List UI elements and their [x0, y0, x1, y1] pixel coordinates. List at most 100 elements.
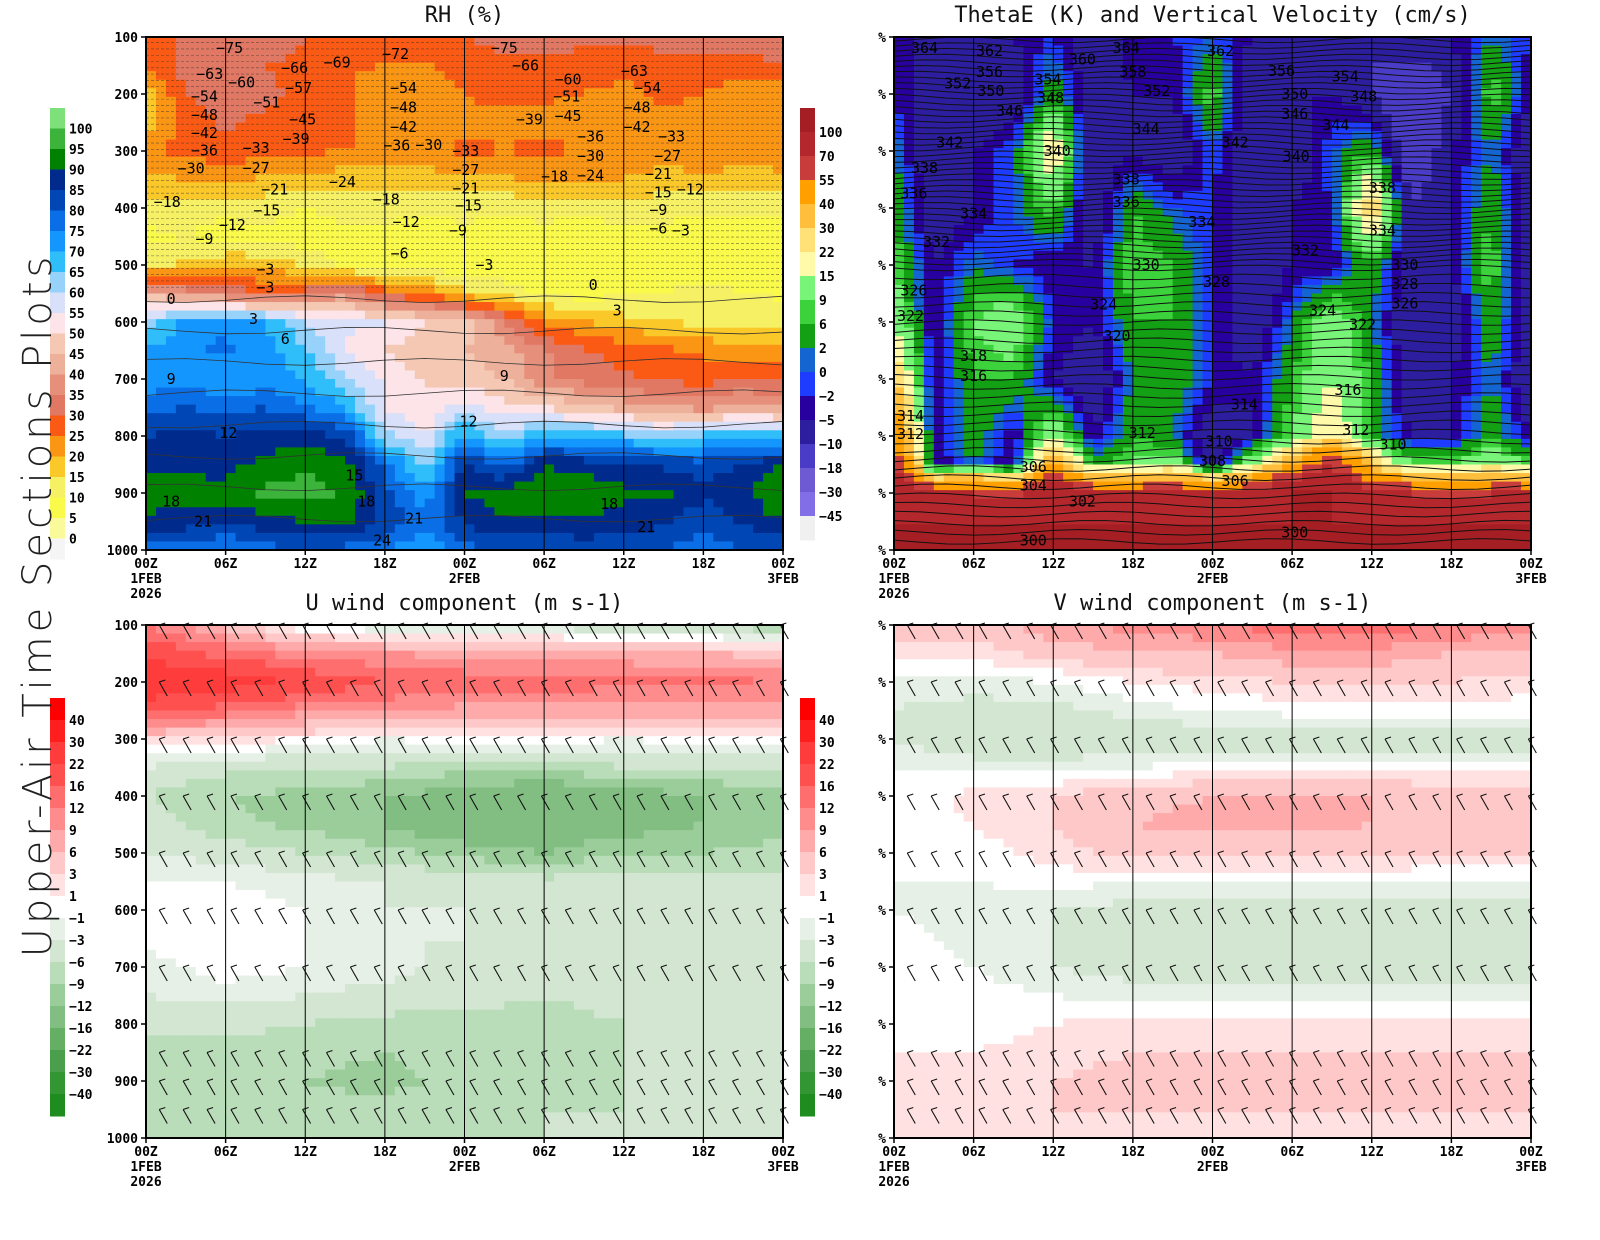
heatmap-cell — [365, 473, 376, 482]
heatmap-cell — [196, 465, 207, 474]
heatmap-cell — [594, 191, 605, 200]
heatmap-cell — [345, 105, 356, 114]
heatmap-cell — [325, 473, 336, 482]
heatmap-cell — [375, 165, 386, 174]
heatmap-cell — [1471, 54, 1482, 63]
heatmap-cell — [604, 370, 615, 379]
heatmap-cell — [315, 140, 326, 149]
heatmap-cell — [703, 174, 714, 183]
contour-label: 9 — [500, 367, 509, 385]
heatmap-cell — [206, 473, 217, 482]
heatmap-cell — [166, 174, 177, 183]
heatmap-cell — [186, 37, 197, 46]
heatmap-cell — [255, 328, 266, 337]
heatmap-cell — [574, 46, 585, 55]
heatmap-cell — [604, 482, 615, 491]
heatmap-cell — [206, 396, 217, 405]
heatmap-cell — [524, 396, 535, 405]
heatmap-cell — [315, 465, 326, 474]
heatmap-cell — [723, 114, 734, 123]
heatmap-cell — [176, 353, 187, 362]
heatmap-cell — [504, 345, 515, 354]
heatmap-cell — [494, 174, 505, 183]
heatmap-cell — [763, 165, 774, 174]
heatmap-cell — [494, 165, 505, 174]
heatmap-cell — [504, 165, 515, 174]
heatmap-cell — [265, 422, 276, 431]
heatmap-cell — [504, 439, 515, 448]
heatmap-cell — [743, 447, 754, 456]
y-tick-label: 100 — [115, 31, 139, 46]
heatmap-cell — [1372, 46, 1383, 55]
heatmap-cell — [733, 191, 744, 200]
heatmap-cell — [504, 447, 515, 456]
heatmap-cell — [644, 251, 655, 260]
heatmap-cell — [455, 490, 466, 499]
heatmap-cell — [1193, 54, 1204, 63]
colorbar-label: 25 — [69, 430, 85, 445]
heatmap-cell — [763, 345, 774, 354]
heatmap-cell — [395, 268, 406, 277]
heatmap-cell — [1222, 71, 1233, 80]
heatmap-cell — [156, 482, 167, 491]
heatmap-cell — [166, 114, 177, 123]
heatmap-cell — [206, 370, 217, 379]
heatmap-cell — [554, 456, 565, 465]
heatmap-cell — [703, 405, 714, 414]
heatmap-cell — [395, 336, 406, 345]
heatmap-cell — [654, 456, 665, 465]
heatmap-cell — [295, 319, 306, 328]
heatmap-cell — [723, 345, 734, 354]
heatmap-cell — [1471, 46, 1482, 55]
heatmap-cell — [634, 482, 645, 491]
heatmap-cell — [1183, 148, 1194, 157]
heatmap-cell — [146, 482, 157, 491]
heatmap-cell — [445, 362, 456, 371]
heatmap-cell — [524, 499, 535, 508]
heatmap-cell — [315, 285, 326, 294]
heatmap-cell — [295, 388, 306, 397]
heatmap-cell — [604, 97, 615, 106]
heatmap-cell — [534, 225, 545, 234]
heatmap-cell — [743, 524, 754, 533]
heatmap-cell — [644, 413, 655, 422]
heatmap-cell — [146, 507, 157, 516]
heatmap-cell — [405, 396, 416, 405]
heatmap-cell — [216, 499, 227, 508]
heatmap-cell — [385, 328, 396, 337]
heatmap-cell — [206, 388, 217, 397]
heatmap-cell — [544, 456, 555, 465]
heatmap-cell — [345, 370, 356, 379]
heatmap-cell — [924, 63, 935, 72]
heatmap-cell — [713, 71, 724, 80]
heatmap-cell — [305, 422, 316, 431]
heatmap-cell — [385, 507, 396, 516]
heatmap-cell — [703, 105, 714, 114]
heatmap-cell — [753, 499, 764, 508]
heatmap-cell — [743, 388, 754, 397]
colorbar-swatch — [50, 170, 65, 191]
heatmap-cell — [564, 251, 575, 260]
heatmap-cell — [176, 140, 187, 149]
heatmap-cell — [146, 97, 157, 106]
heatmap-cell — [634, 345, 645, 354]
heatmap-cell — [236, 370, 247, 379]
heatmap-cell — [166, 465, 177, 474]
heatmap-cell — [186, 405, 197, 414]
heatmap-cell — [345, 379, 356, 388]
heatmap-cell — [1252, 123, 1263, 132]
heatmap-cell — [1083, 131, 1094, 140]
heatmap-cell — [315, 473, 326, 482]
heatmap-cell — [674, 473, 685, 482]
heatmap-cell — [1083, 88, 1094, 97]
heatmap-cell — [753, 328, 764, 337]
heatmap-cell — [514, 80, 525, 89]
figure: Upper-Air Time Sections Plots −75−63−60−… — [0, 0, 1600, 1236]
heatmap-cell — [236, 465, 247, 474]
heatmap-cell — [186, 336, 197, 345]
contour-label: −36 — [191, 141, 218, 159]
heatmap-cell — [445, 405, 456, 414]
heatmap-cell — [733, 465, 744, 474]
heatmap-cell — [365, 516, 376, 525]
heatmap-cell — [455, 46, 466, 55]
